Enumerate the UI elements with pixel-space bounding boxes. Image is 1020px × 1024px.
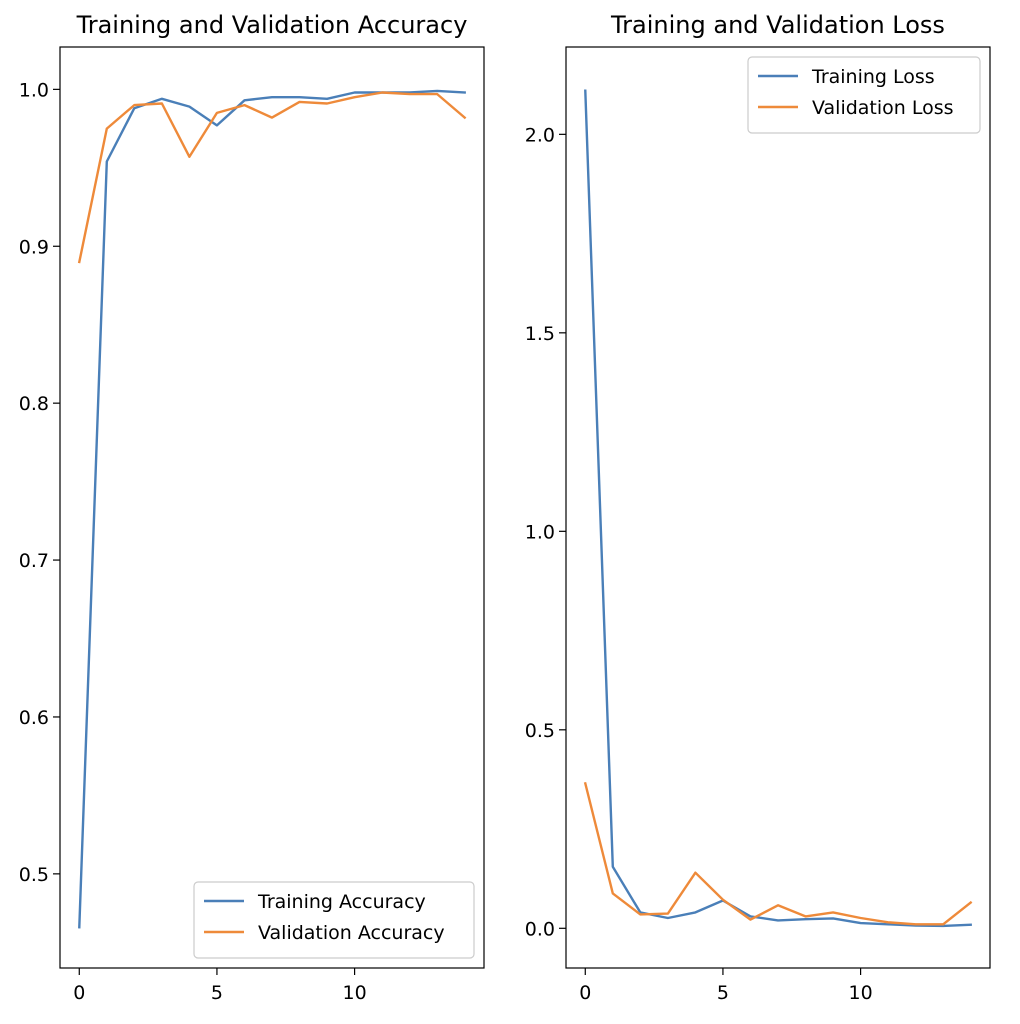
series-line-1 xyxy=(77,91,467,264)
y-tick-label: 0.5 xyxy=(19,864,49,886)
y-tick-label: 1.5 xyxy=(525,323,555,345)
chart-panel-1: Training and Validation Loss 0 5 10 0.0 0.5 1.… xyxy=(525,11,991,1004)
axes-frame xyxy=(565,46,991,969)
y-tick-label: 0.6 xyxy=(19,707,49,729)
y-tick-label: 0.0 xyxy=(525,918,555,940)
y-tick-label: 0.7 xyxy=(19,550,49,572)
legend: Training Accuracy Validation Accuracy xyxy=(193,881,475,959)
chart-title: Training and Validation Loss xyxy=(610,11,945,39)
legend-label-1: Validation Loss xyxy=(812,97,954,119)
y-tick-label: 0.9 xyxy=(19,236,49,258)
legend-label-0: Training Accuracy xyxy=(257,891,426,913)
legend-box xyxy=(193,881,475,959)
legend-label-0: Training Loss xyxy=(811,66,935,88)
y-tick-label: 0.8 xyxy=(19,393,49,415)
y-tick-label: 1.0 xyxy=(19,79,49,101)
y-tick-label: 0.5 xyxy=(525,720,555,742)
x-tick-label: 0 xyxy=(73,982,85,1004)
x-tick-label: 5 xyxy=(211,982,223,1004)
axes-frame xyxy=(59,46,485,969)
y-tick-label: 2.0 xyxy=(525,124,555,146)
chart-panel-0: Training and Validation Accuracy 0 5 10 0.5 0… xyxy=(19,11,485,1004)
x-tick-label: 5 xyxy=(717,982,729,1004)
y-tick-label: 1.0 xyxy=(525,521,555,543)
legend-box xyxy=(747,56,981,134)
chart-title: Training and Validation Accuracy xyxy=(76,11,468,39)
x-tick-label: 10 xyxy=(849,982,873,1004)
legend-label-1: Validation Accuracy xyxy=(258,922,445,944)
x-tick-label: 10 xyxy=(343,982,367,1004)
series-line-1 xyxy=(583,781,973,926)
legend: Training Loss Validation Loss xyxy=(747,56,981,134)
x-tick-label: 0 xyxy=(579,982,591,1004)
